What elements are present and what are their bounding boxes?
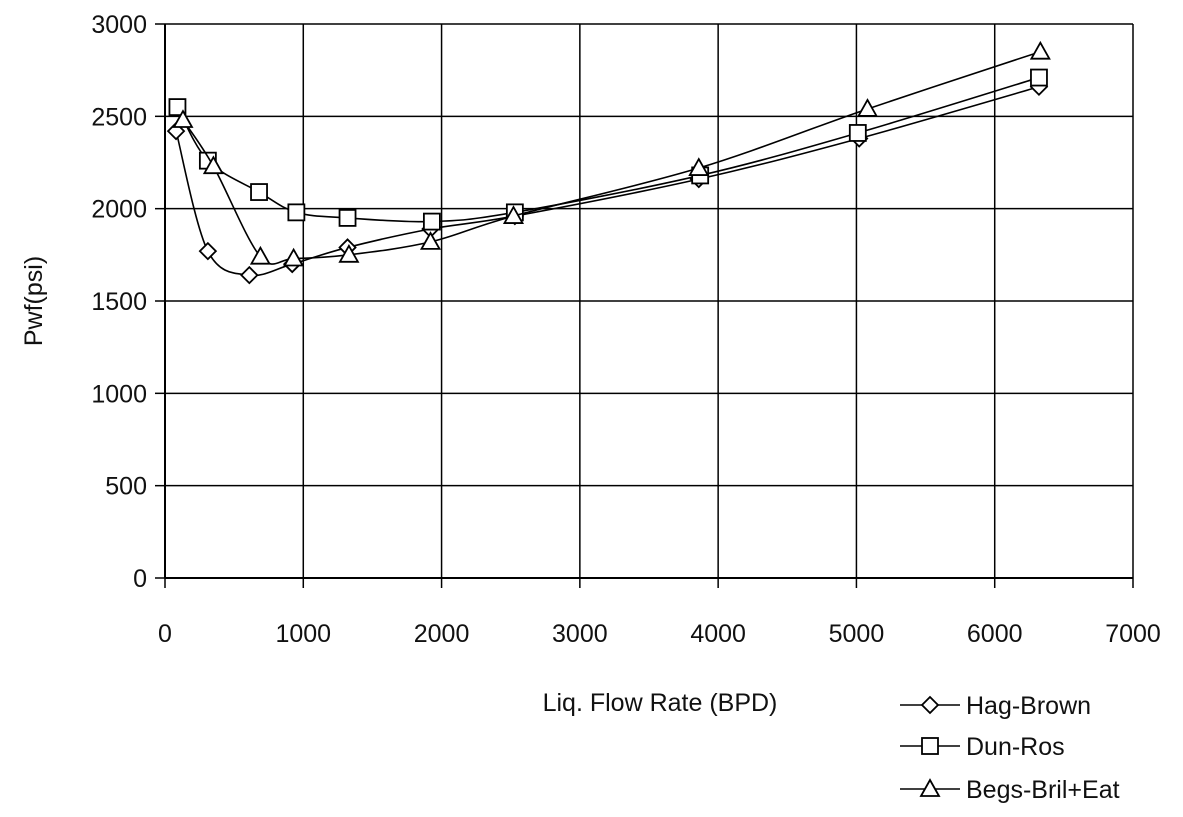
legend-item-dun-ros: Dun-Ros <box>900 733 1065 761</box>
legend-marker-triangle <box>919 778 941 797</box>
data-point-hag-brown <box>166 121 186 141</box>
legend-label: Dun-Ros <box>966 733 1065 761</box>
legend: Hag-Brown Dun-Ros Begs-Bril+Eat <box>900 692 1120 804</box>
series-begs-bril-eat <box>172 40 1051 267</box>
y-tick-label: 2000 <box>91 196 147 224</box>
series-hag-brown <box>166 77 1049 285</box>
x-axis-label: Liq. Flow Rate (BPD) <box>543 689 778 717</box>
x-tick-label: 1000 <box>275 620 331 648</box>
data-point-begs-bril-eat <box>249 245 271 265</box>
data-point-dun-ros <box>338 208 357 227</box>
y-tick-label: 1500 <box>91 288 147 316</box>
data-point-hag-brown <box>240 265 259 285</box>
legend-marker-square <box>921 737 939 755</box>
series-line-hag-brown <box>175 86 1040 277</box>
data-point-begs-bril-eat <box>1029 40 1051 60</box>
data-point-begs-bril-eat <box>688 157 710 176</box>
data-point-begs-bril-eat <box>283 247 305 267</box>
series-layer <box>166 40 1051 285</box>
data-point-begs-bril-eat <box>502 205 525 224</box>
x-tick-labels: 0 1000 2000 3000 4000 5000 6000 7000 <box>158 620 1161 648</box>
data-point-dun-ros <box>250 183 268 201</box>
data-point-dun-ros <box>848 124 867 142</box>
y-tick-label: 500 <box>105 473 147 501</box>
data-point-begs-bril-eat <box>856 98 879 117</box>
y-tick-label: 2500 <box>91 103 147 131</box>
x-tick-label: 5000 <box>829 620 885 648</box>
data-point-begs-bril-eat <box>172 109 194 128</box>
data-point-dun-ros <box>168 98 187 116</box>
x-tick-label: 6000 <box>967 620 1023 648</box>
x-tick-label: 2000 <box>414 620 470 648</box>
grid-lines <box>164 23 1134 579</box>
y-tick-labels: 0 500 1000 1500 2000 2500 3000 <box>91 11 147 593</box>
x-tick-label: 0 <box>158 620 172 648</box>
data-point-begs-bril-eat <box>419 231 442 250</box>
data-point-dun-ros <box>287 203 306 222</box>
data-point-begs-bril-eat <box>202 155 224 175</box>
y-axis-label: Pwf(psi) <box>20 256 48 346</box>
x-tick-label: 7000 <box>1105 620 1161 648</box>
series-line-dun-ros <box>176 76 1040 223</box>
data-point-begs-bril-eat <box>338 243 360 263</box>
legend-label: Begs-Bril+Eat <box>966 776 1120 804</box>
data-point-hag-brown <box>198 241 218 261</box>
legend-item-begs-bril-eat: Begs-Bril+Eat <box>900 776 1120 804</box>
data-point-dun-ros <box>422 212 441 231</box>
x-tick-label: 4000 <box>690 620 746 648</box>
legend-item-hag-brown: Hag-Brown <box>900 692 1091 720</box>
y-tick-label: 1000 <box>91 380 147 408</box>
data-point-dun-ros <box>1030 68 1048 87</box>
axes <box>155 23 1134 588</box>
y-tick-label: 0 <box>133 565 147 593</box>
y-tick-label: 3000 <box>91 11 147 39</box>
legend-marker-diamond <box>920 695 940 715</box>
series-line-begs-bril-eat <box>182 50 1041 265</box>
x-tick-label: 3000 <box>552 620 608 648</box>
legend-label: Hag-Brown <box>966 692 1091 720</box>
